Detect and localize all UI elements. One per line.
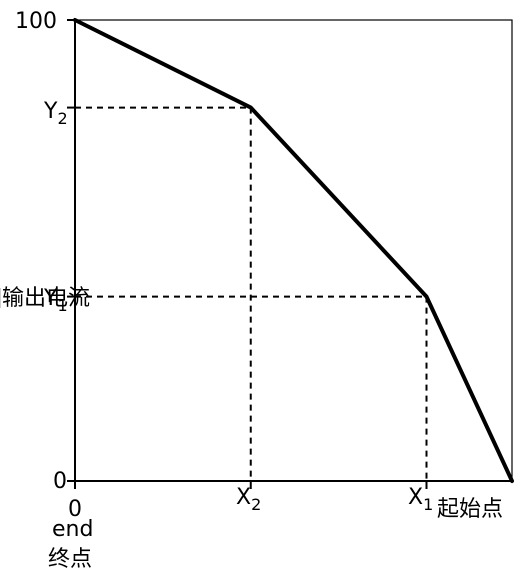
- x2-subscript: 2: [251, 495, 261, 514]
- start-point-label: 起始点: [437, 497, 503, 522]
- y-tick-label-y1: Y1: [43, 286, 68, 315]
- x-tick-label-origin: 0: [68, 497, 82, 522]
- end-label-zh: 终点: [48, 547, 92, 572]
- y-tick-label-top: 100: [15, 9, 57, 34]
- end-label-en: end: [52, 517, 93, 542]
- series-line: [73, 18, 514, 483]
- x1-letter: X: [408, 485, 423, 510]
- y1-letter: Y: [43, 286, 58, 311]
- y-tick-label-bottom: 0: [53, 469, 67, 494]
- y2-subscript: 2: [57, 109, 67, 128]
- y-tick-label-y2: Y2: [43, 99, 68, 128]
- x1-subscript: 1: [423, 495, 433, 514]
- x2-letter: X: [236, 485, 251, 510]
- dashed-guides: [75, 106, 428, 481]
- y-axis-label: [%]输出电流: [0, 286, 90, 311]
- x-tick-label-x2: X2: [236, 485, 261, 514]
- plot-frame: [74, 19, 513, 482]
- y1-subscript: 1: [57, 296, 67, 315]
- y2-letter: Y: [43, 99, 58, 124]
- axis-ticks: [67, 19, 428, 489]
- x-tick-label-x1: X1: [408, 485, 433, 514]
